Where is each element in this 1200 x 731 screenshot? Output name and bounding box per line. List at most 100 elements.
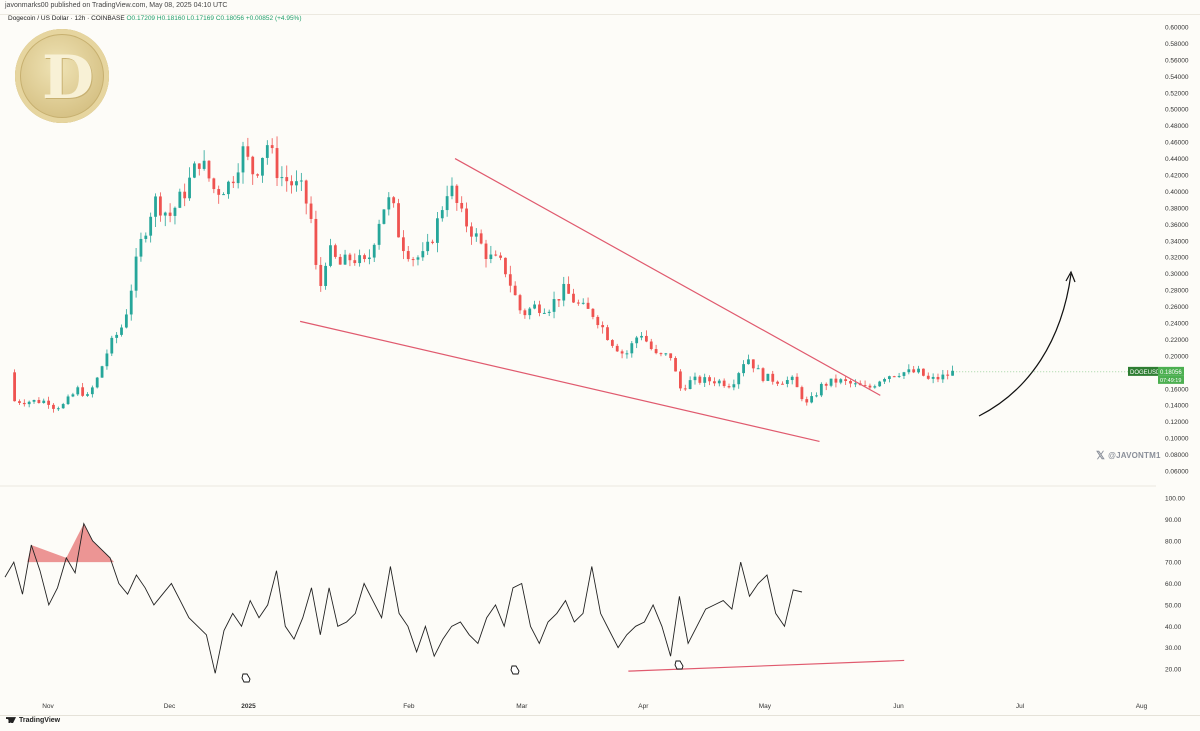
candle-body	[863, 385, 867, 387]
candle-body	[654, 349, 658, 354]
candle-body	[290, 181, 294, 186]
candle-body	[285, 177, 289, 182]
candle-body	[304, 180, 308, 204]
candle-body	[878, 381, 882, 387]
time-tick-label: 2025	[241, 703, 256, 710]
price-tag-price: 0.18056	[1160, 370, 1182, 376]
candle-body	[367, 257, 371, 260]
candle-body	[241, 146, 245, 173]
candle-body	[635, 337, 639, 344]
candle-body	[523, 310, 527, 316]
ohlc-open: O0.17209	[126, 15, 156, 22]
candle-body	[319, 264, 323, 286]
candle-body	[606, 327, 609, 341]
candle-body	[129, 290, 133, 315]
candle-body	[81, 387, 85, 396]
x-logo-icon: 𝕏	[1096, 450, 1106, 462]
candle-body	[314, 218, 318, 265]
candle-body	[839, 379, 843, 383]
time-tick-label: Mar	[516, 703, 528, 710]
candle-body	[737, 373, 741, 385]
price-tick-label: 0.32000	[1165, 255, 1189, 262]
ohlc-high: H0.18160	[156, 15, 186, 22]
candle-body	[275, 148, 279, 179]
candle-body	[722, 380, 726, 387]
candle-body	[795, 376, 799, 388]
candle-body	[557, 299, 561, 301]
candle-body	[484, 243, 488, 260]
candle-body	[790, 376, 794, 381]
candle-body	[178, 191, 182, 208]
candle-body	[154, 196, 157, 217]
candle-body	[761, 368, 765, 381]
candle-body	[47, 400, 51, 405]
candle-body	[436, 218, 439, 243]
time-tick-label: Feb	[403, 703, 415, 710]
time-tick-label: Jul	[1016, 703, 1025, 710]
candle-body	[387, 197, 391, 210]
candle-body	[538, 304, 541, 313]
rsi-tick-label: 90.00	[1165, 517, 1182, 524]
candle-body	[674, 358, 677, 372]
candle-body	[946, 374, 950, 376]
price-tick-label: 0.24000	[1165, 321, 1189, 328]
candle-body	[552, 299, 556, 312]
candle-body	[382, 209, 386, 224]
candle-body	[431, 241, 434, 243]
candle-body	[95, 377, 99, 388]
candle-body	[479, 233, 483, 244]
candle-body	[22, 402, 26, 405]
candle-body	[358, 255, 362, 264]
hand-pointer-icon	[674, 660, 684, 670]
candle-body	[756, 368, 760, 370]
hand-pointer-icon	[510, 665, 520, 675]
publisher-text: javonmarks00 published on TradingView.co…	[5, 2, 228, 9]
candle-body	[90, 387, 94, 395]
candle-body	[27, 401, 31, 405]
candle-body	[533, 304, 537, 309]
price-tick-label: 0.28000	[1165, 288, 1189, 295]
candle-body	[42, 400, 46, 404]
candle-body	[494, 254, 498, 256]
price-tick-label: 0.10000	[1165, 436, 1189, 443]
price-tick-label: 0.50000	[1165, 107, 1189, 114]
tradingview-brand[interactable]: TradingView	[6, 717, 60, 724]
price-tag-countdown: 07:49:19	[1160, 378, 1181, 384]
candle-body	[873, 386, 877, 388]
candle-body	[270, 145, 274, 149]
price-tick-label: 0.48000	[1165, 123, 1189, 130]
candle-body	[951, 370, 954, 376]
symbol-info-line: Dogecoin / US Dollar · 12h · COINBASE O0…	[8, 15, 302, 22]
candle-body	[32, 399, 36, 402]
candle-body	[499, 255, 502, 258]
price-tick-label: 0.52000	[1165, 90, 1189, 97]
candle-body	[236, 172, 240, 184]
candle-body	[343, 254, 347, 265]
candle-body	[868, 385, 872, 388]
candle-body	[926, 375, 930, 379]
candle-body	[819, 383, 823, 396]
candle-body	[829, 378, 833, 386]
time-tick-label: Nov	[42, 703, 54, 710]
candle-body	[450, 185, 454, 197]
candle-body	[460, 202, 464, 209]
candle-body	[401, 237, 405, 252]
candle-body	[572, 293, 575, 303]
candle-body	[781, 383, 784, 385]
price-tag-symbol: DOGEUSD	[1130, 370, 1161, 376]
candle-body	[912, 369, 916, 373]
candle-body	[630, 343, 634, 354]
candle-body	[261, 157, 264, 176]
price-tick-label: 0.26000	[1165, 304, 1189, 311]
candle-body	[805, 399, 809, 403]
candle-body	[149, 216, 153, 236]
candle-body	[256, 174, 259, 176]
candle-body	[397, 203, 400, 238]
candle-body	[615, 345, 619, 352]
candle-body	[659, 353, 663, 355]
rsi-tick-label: 80.00	[1165, 538, 1182, 545]
candle-body	[246, 146, 250, 157]
candle-body	[853, 383, 857, 385]
price-tick-label: 0.12000	[1165, 419, 1189, 426]
